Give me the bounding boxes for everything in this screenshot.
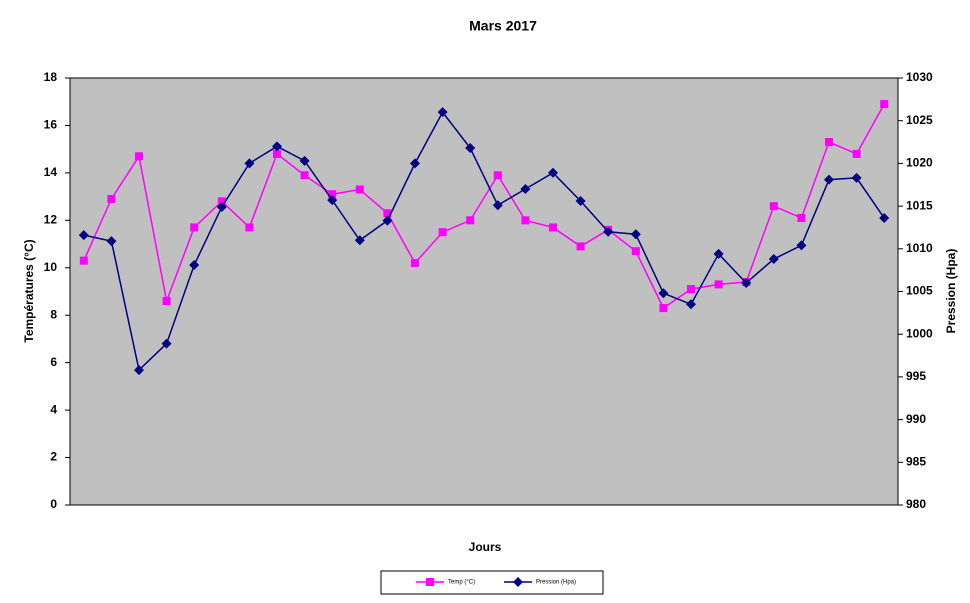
marker [437,107,448,118]
marker [106,236,117,247]
marker [768,254,779,265]
marker [603,226,614,237]
marker [659,304,668,313]
y-tick-label: 6 [50,355,57,369]
marker [161,338,172,349]
marker [244,158,255,169]
y-tick-label: 4 [50,402,57,416]
marker [134,365,144,376]
marker [852,149,861,158]
marker [549,223,557,232]
marker [327,195,338,206]
marker [513,577,523,587]
y-tick-label: 18 [44,70,58,84]
marker [797,213,806,222]
legend-box [380,570,604,595]
marker [466,216,475,225]
marker [162,296,171,305]
y-tick-label: 16 [44,118,58,132]
marker [687,285,695,294]
y2-tick-label: 1015 [906,198,933,212]
marker [245,223,254,232]
marker [492,200,503,211]
y2-tick-label: 990 [906,412,926,426]
marker [520,184,531,195]
x-axis-title: Jours [469,540,502,554]
marker [438,228,447,237]
y2-axis-title: Pression (Hpa) [944,249,958,334]
series-line [83,110,885,372]
y2-tick-label: 985 [906,454,926,468]
marker [576,242,585,251]
marker [630,229,641,240]
y2-tick-label: 1030 [906,70,933,84]
marker [135,152,143,161]
marker [521,216,530,225]
y2-tick-label: 1010 [906,241,933,255]
marker [658,288,669,299]
marker [355,185,364,194]
y-tick-label: 14 [44,165,58,179]
marker [79,256,88,265]
marker [686,299,696,310]
y-tick-label: 10 [44,260,58,274]
marker [107,194,116,203]
marker [299,155,310,166]
marker [741,277,752,288]
marker [769,202,778,211]
marker [825,138,833,147]
marker [78,230,89,241]
y-tick-label: 12 [44,213,58,227]
marker [273,149,281,158]
y2-tick-label: 1025 [906,113,933,127]
marker [851,172,862,183]
y2-tick-label: 1000 [906,326,933,340]
marker [879,213,890,224]
y-axis-title: Températures (°C) [22,239,36,342]
marker [796,240,807,251]
y-tick-label: 2 [50,450,57,464]
y2-tick-label: 1005 [906,284,933,298]
marker [190,223,199,232]
plot-area [69,77,899,506]
marker [493,171,502,180]
marker [300,171,309,180]
marker [410,158,420,169]
marker [354,235,365,246]
marker [328,190,337,199]
marker [465,143,476,154]
marker [880,100,889,109]
marker [382,215,393,226]
y-tick-label: 0 [50,497,57,511]
y2-tick-label: 995 [906,369,926,383]
marker [411,259,419,268]
marker [548,167,558,178]
y2-tick-label: 980 [906,497,926,511]
marker [217,197,226,206]
marker [824,174,834,185]
marker [272,141,282,152]
y-tick-label: 8 [50,307,57,321]
marker [714,280,723,289]
marker [383,209,392,218]
marker [216,201,227,212]
marker [631,247,640,256]
marker [575,195,586,206]
marker [426,578,434,586]
legend-label: Temp (°C) [448,580,475,586]
marker [189,260,200,271]
legend-label: Pression (Hpa) [536,580,576,586]
series-line [83,103,885,310]
y2-tick-label: 1020 [906,156,933,170]
marker [713,248,724,259]
chart-title: Mars 2017 [469,18,537,34]
